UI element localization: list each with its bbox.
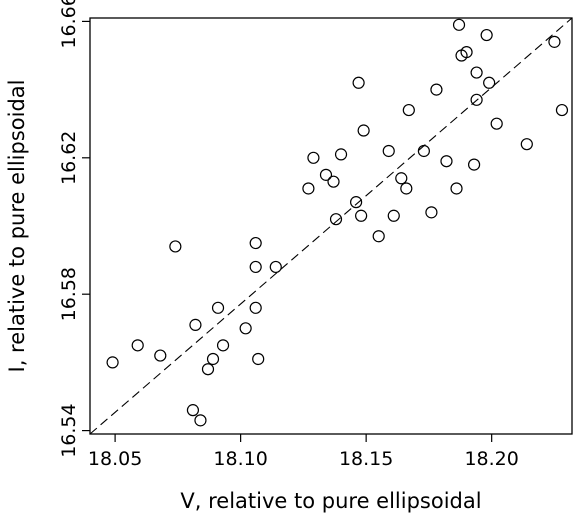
data-point	[387, 209, 400, 222]
x-tick-label: 18.10	[213, 448, 267, 470]
data-point	[216, 339, 230, 352]
y-tick-label: 16.66	[58, 0, 80, 49]
data-point	[548, 35, 561, 48]
data-point	[211, 301, 225, 314]
data-point	[372, 230, 385, 243]
x-tick-label: 18.20	[464, 448, 518, 470]
data-point	[490, 117, 503, 130]
data-point	[169, 240, 182, 253]
data-point	[154, 349, 167, 362]
data-point	[194, 414, 207, 427]
data-point	[452, 18, 466, 31]
data-point	[249, 301, 262, 314]
data-point	[106, 356, 119, 369]
data-point	[131, 339, 144, 352]
data-point	[430, 83, 443, 96]
data-point	[334, 148, 348, 161]
x-axis-title: V, relative to pure ellipsoidal	[180, 489, 481, 513]
data-point	[329, 213, 343, 226]
data-point	[355, 209, 368, 222]
data-point	[269, 260, 282, 274]
y-tick-label: 16.54	[58, 403, 80, 457]
reference-fit-line	[89, 17, 573, 435]
data-point	[520, 138, 533, 151]
data-point	[307, 151, 320, 164]
data-point	[483, 76, 496, 89]
data-point	[480, 28, 493, 42]
data-point	[470, 66, 483, 79]
data-point	[201, 363, 215, 376]
plot-frame	[89, 17, 573, 435]
data-point	[402, 103, 415, 117]
y-tick-label: 16.62	[58, 131, 80, 185]
data-point	[417, 144, 430, 158]
data-point	[239, 322, 252, 335]
data-point	[382, 144, 395, 158]
data-point	[319, 168, 333, 181]
data-point	[252, 352, 265, 366]
x-axis: 18.05 18.10 18.15 18.20	[88, 434, 519, 470]
y-axis-title: I, relative to pure ellipsoidal	[5, 79, 29, 372]
data-point	[206, 352, 220, 366]
data-point	[189, 318, 202, 331]
data-point	[470, 93, 483, 106]
data-point	[249, 260, 262, 274]
data-point	[357, 124, 370, 137]
y-axis: 16.54 16.58 16.62 16.66	[58, 0, 90, 458]
data-point	[450, 182, 463, 195]
x-tick-label: 18.05	[88, 448, 142, 470]
y-tick-label: 16.58	[58, 267, 80, 321]
data-point	[555, 103, 569, 117]
data-point	[350, 196, 363, 209]
data-point	[302, 182, 315, 195]
data-point	[440, 155, 453, 168]
data-point	[395, 172, 408, 185]
data-point	[460, 45, 473, 59]
data-point	[352, 76, 365, 89]
data-point	[249, 236, 262, 250]
data-point	[186, 404, 200, 417]
data-point	[467, 158, 481, 171]
data-point	[327, 175, 340, 188]
x-tick-label: 18.15	[339, 448, 393, 470]
data-point	[425, 206, 438, 219]
data-points	[106, 18, 569, 427]
data-point	[400, 182, 413, 195]
